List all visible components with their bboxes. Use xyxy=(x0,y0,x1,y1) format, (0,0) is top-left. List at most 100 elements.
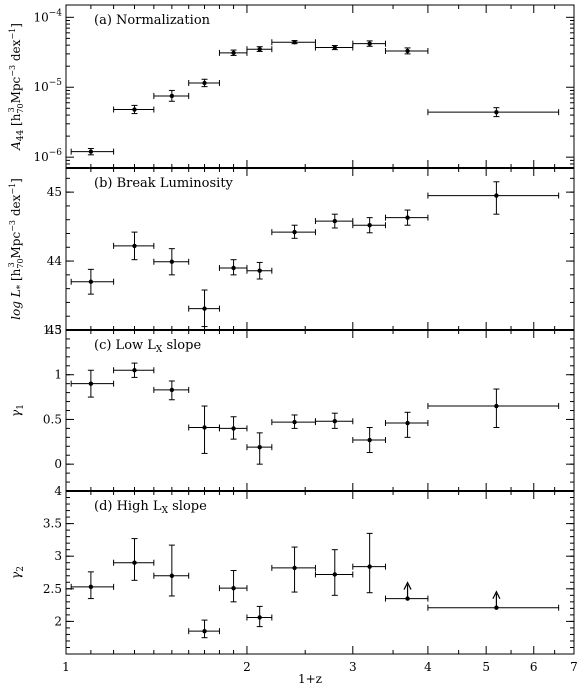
y-axis-label: A44 [h703 Mpc−3 dex−1] xyxy=(7,23,26,151)
y-tick-label: 3.5 xyxy=(43,517,62,531)
panel-2: 43 44 45 (b) Break Luminosity log L* [h703 M… xyxy=(7,167,575,337)
data-point xyxy=(427,590,560,611)
data-marker xyxy=(257,268,262,273)
data-point xyxy=(218,416,248,440)
y-tick-label: 45 xyxy=(47,185,62,199)
data-marker xyxy=(494,109,499,115)
panel-1: 10−6 10−5 10−4 (a) Normalization A44 [h703 M… xyxy=(7,4,575,169)
data-point xyxy=(314,412,354,429)
data-point xyxy=(113,362,155,378)
data-point xyxy=(113,231,155,261)
data-point xyxy=(384,581,429,602)
x-tick-label: 1 xyxy=(62,660,70,674)
data-point xyxy=(246,432,273,465)
y-tick-label: 10−5 xyxy=(33,78,62,94)
data-point xyxy=(314,549,354,596)
data-marker xyxy=(367,41,372,46)
x-tick-label: 3 xyxy=(349,660,357,674)
data-marker xyxy=(88,279,94,284)
x-tick-label: 6 xyxy=(530,660,538,674)
data-marker xyxy=(257,615,262,620)
panel-label: (d) High LX slope xyxy=(94,499,207,516)
data-marker xyxy=(88,149,94,154)
data-point xyxy=(70,369,115,398)
data-point xyxy=(246,46,273,53)
data-point xyxy=(271,224,316,239)
y-tick-label: 2 xyxy=(54,614,62,628)
data-point xyxy=(384,47,429,55)
y-axis-label: γ2 xyxy=(9,566,26,579)
data-marker xyxy=(367,437,372,443)
y-tick-label: 10−6 xyxy=(33,148,62,164)
data-marker xyxy=(132,368,137,373)
data-point xyxy=(384,411,429,438)
data-marker xyxy=(367,564,372,569)
panels: 10−6 10−5 10−4 (a) Normalization A44 [h703 M… xyxy=(7,4,575,655)
panel-label: (a) Normalization xyxy=(94,13,211,28)
data-point xyxy=(153,248,190,276)
data-marker xyxy=(332,45,337,50)
data-point xyxy=(352,217,386,234)
lower-limit-arrow-head xyxy=(492,590,501,599)
data-marker xyxy=(257,46,262,52)
panel-label: (c) Low LX slope xyxy=(94,338,201,355)
shared-x-axis: 1 2 3 4 5 6 7 1+z xyxy=(62,660,578,686)
data-marker xyxy=(231,265,236,271)
data-marker xyxy=(494,403,499,409)
data-marker xyxy=(292,419,297,425)
x-tick-label: 2 xyxy=(243,660,251,674)
data-marker xyxy=(202,628,207,634)
data-point xyxy=(352,532,386,594)
data-marker xyxy=(231,426,236,431)
data-marker xyxy=(88,381,94,386)
y-axis-label: log L* [h703 Mpc−3 dex−1] xyxy=(7,178,26,320)
data-point xyxy=(427,388,560,428)
data-point xyxy=(113,538,155,581)
data-marker xyxy=(405,596,410,601)
y-tick-label: 3 xyxy=(54,549,62,563)
data-marker xyxy=(132,243,137,249)
data-point xyxy=(70,268,115,295)
y-tick-label: 2.5 xyxy=(43,582,62,596)
data-marker xyxy=(88,584,94,590)
data-marker xyxy=(292,229,297,235)
data-marker xyxy=(292,40,297,45)
panel-3: 0 0.5 1 1.5 (c) Low LX slope γ1 xyxy=(9,323,575,492)
data-point xyxy=(218,259,248,276)
data-marker xyxy=(405,420,410,426)
panel-label: (b) Break Luminosity xyxy=(94,176,234,191)
data-point xyxy=(70,571,115,600)
data-point xyxy=(246,261,273,280)
data-marker xyxy=(169,93,175,99)
data-marker xyxy=(202,80,207,86)
data-point xyxy=(271,39,316,46)
data-point xyxy=(153,89,190,102)
data-point xyxy=(188,405,220,454)
panel-frame xyxy=(65,4,575,169)
data-point xyxy=(352,426,386,454)
lower-limit-arrow-head xyxy=(403,581,412,590)
data-marker xyxy=(202,425,207,430)
data-marker xyxy=(169,387,175,393)
data-marker xyxy=(494,193,499,198)
y-tick-label: 4 xyxy=(54,484,62,498)
panel-frame xyxy=(65,329,575,492)
data-point xyxy=(271,546,316,593)
data-point xyxy=(188,289,220,328)
x-tick-label: 7 xyxy=(570,660,578,674)
y-tick-label: 10−4 xyxy=(33,8,62,24)
x-tick-label: 5 xyxy=(482,660,490,674)
data-marker xyxy=(169,573,175,578)
x-tick-label: 4 xyxy=(424,660,432,674)
y-tick-label: 0.5 xyxy=(43,412,62,426)
data-point xyxy=(218,49,248,56)
x-axis-title: 1+z xyxy=(298,672,322,686)
data-point xyxy=(427,181,560,215)
data-point xyxy=(188,78,220,88)
y-tick-label: 1.5 xyxy=(43,323,62,337)
y-tick-label: 1 xyxy=(54,368,62,382)
data-point xyxy=(314,44,354,51)
data-point xyxy=(153,380,190,401)
data-point xyxy=(314,213,354,229)
